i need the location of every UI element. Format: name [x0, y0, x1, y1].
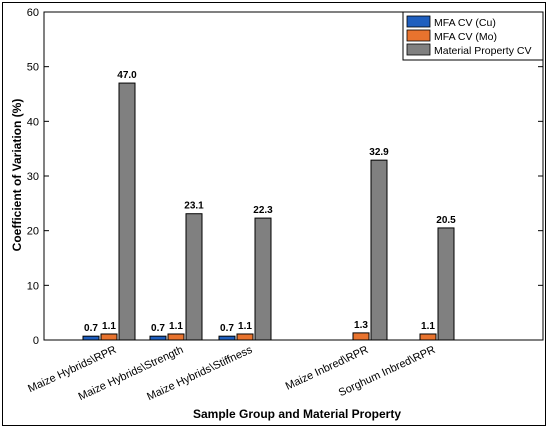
- data-label: 20.5: [436, 215, 456, 226]
- bar: [149, 335, 167, 341]
- data-label: 0.7: [84, 323, 98, 334]
- data-label: 47.0: [117, 70, 137, 81]
- legend-label: Material Property CV: [434, 45, 531, 57]
- data-label: 23.1: [184, 201, 204, 212]
- x-axis-label: Sample Group and Material Property: [193, 407, 401, 421]
- legend-swatch: [406, 15, 431, 28]
- bar-group: [82, 82, 455, 341]
- legend-label: MFA CV (Cu): [434, 17, 496, 29]
- bar: [437, 227, 455, 341]
- data-label: 32.9: [369, 147, 389, 158]
- bar: [218, 335, 236, 341]
- data-label: 22.3: [253, 205, 273, 216]
- y-tick-label: 60: [27, 7, 39, 19]
- data-label: 1.1: [169, 321, 183, 332]
- data-labels: 0.7 1.1 47.0 0.7 1.1 23.1 0.7 1.1 22.3 1.3 32.9 1.1…: [84, 70, 456, 334]
- y-tick-label: 50: [27, 62, 39, 74]
- data-label: 0.7: [151, 323, 165, 334]
- y-axis-label: Coefficient of Variation (%): [10, 99, 24, 252]
- figure-frame: [2, 2, 546, 426]
- data-label: 1.1: [421, 321, 435, 332]
- bar: [100, 333, 118, 341]
- bar: [82, 335, 100, 341]
- data-label: 1.1: [238, 321, 252, 332]
- data-label: 1.1: [102, 321, 116, 332]
- bar: [254, 217, 272, 341]
- bar: [118, 82, 136, 341]
- bar: [370, 159, 388, 341]
- y-tick-label: 30: [27, 171, 39, 183]
- legend-label: MFA CV (Mo): [434, 31, 497, 43]
- y-tick-label: 10: [27, 280, 39, 292]
- legend: MFA CV (Cu) MFA CV (Mo) Material Property …: [402, 11, 544, 61]
- y-tick-label: 40: [27, 116, 39, 128]
- y-tick-label: 20: [27, 226, 39, 238]
- bar: [167, 333, 185, 341]
- data-label: 0.7: [220, 323, 234, 334]
- legend-swatch: [406, 43, 431, 56]
- y-tick-label: 0: [33, 335, 39, 347]
- bar: [352, 332, 370, 341]
- bar: [419, 333, 437, 341]
- bar: [236, 333, 254, 341]
- legend-swatch: [406, 29, 431, 42]
- bar: [185, 213, 203, 341]
- data-label: 1.3: [354, 320, 368, 331]
